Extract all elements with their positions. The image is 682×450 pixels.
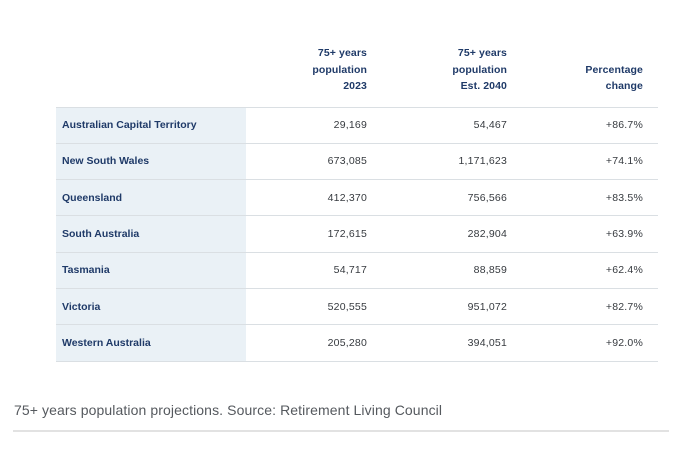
percentage-change-cell: +86.7% [605,119,643,132]
header-line: 75+ years [457,47,507,59]
table-header-row: 75+ years population 2023 75+ years popu… [56,45,658,107]
pop-2023-cell: 29,169 [333,119,367,132]
table-row-wa: Western Australia 205,280 394,051 +92.0% [56,324,658,362]
pop-2023-cell: 205,280 [327,336,367,349]
pop-2040-cell: 88,859 [473,264,507,277]
header-line: population [312,63,367,76]
pop-2040-cell: 394,051 [467,336,507,349]
percentage-change-cell: +63.9% [605,228,643,241]
table-caption: 75+ years population projections. Source… [14,402,443,418]
percentage-change-cell: +82.7% [605,300,643,313]
header-line: Est. 2040 [460,80,507,92]
percentage-change-cell: +62.4% [605,264,643,277]
table-row-qld: Queensland 412,370 756,566 +83.5% [56,179,658,216]
table-row-vic: Victoria 520,555 951,072 +82.7% [56,287,658,325]
header-line: 75+ years [317,47,367,59]
pop-2040-cell: 951,072 [467,300,507,313]
table-row-act: Australian Capital Territory 29,169 54,4… [56,106,658,143]
state-cell: Victoria [56,288,246,325]
pop-2023-cell: 54,717 [333,264,367,277]
header-state-blank [56,45,246,107]
table-row-nsw: New South Wales 673,085 1,171,623 +74.1% [56,142,658,180]
state-cell: Queensland [56,180,246,216]
pop-2040-cell: 756,566 [467,191,507,204]
pop-2023-cell: 412,370 [327,191,367,204]
population-table: 75+ years population 2023 75+ years popu… [56,45,658,362]
pop-2023-cell: 172,615 [327,228,367,241]
pop-2040-cell: 1,171,623 [458,155,507,168]
state-cell: Australian Capital Territory [56,107,246,143]
header-line: 2023 [343,80,367,92]
table-body: Australian Capital Territory 29,169 54,4… [56,106,658,362]
header-line: Percentage [585,63,643,76]
header-percentage-change: Percentage change [507,45,658,107]
header-pop-2023: 75+ years population 2023 [246,45,367,107]
pop-2040-cell: 282,904 [467,228,507,241]
header-line: change [605,80,643,92]
state-cell: South Australia [56,216,246,252]
pop-2023-cell: 673,085 [327,155,367,168]
header-pop-2040: 75+ years population Est. 2040 [367,45,507,107]
percentage-change-cell: +92.0% [605,336,643,349]
state-cell: Tasmania [56,252,246,288]
table-row-sa: South Australia 172,615 282,904 +63.9% [56,215,658,252]
table-row-tas: Tasmania 54,717 88,859 +62.4% [56,251,658,288]
header-line: population [452,63,507,76]
pop-2023-cell: 520,555 [327,300,367,313]
percentage-change-cell: +74.1% [605,155,643,168]
state-cell: New South Wales [56,143,246,180]
percentage-change-cell: +83.5% [605,191,643,204]
bottom-divider [13,430,669,432]
pop-2040-cell: 54,467 [473,119,507,132]
state-cell: Western Australia [56,325,246,361]
